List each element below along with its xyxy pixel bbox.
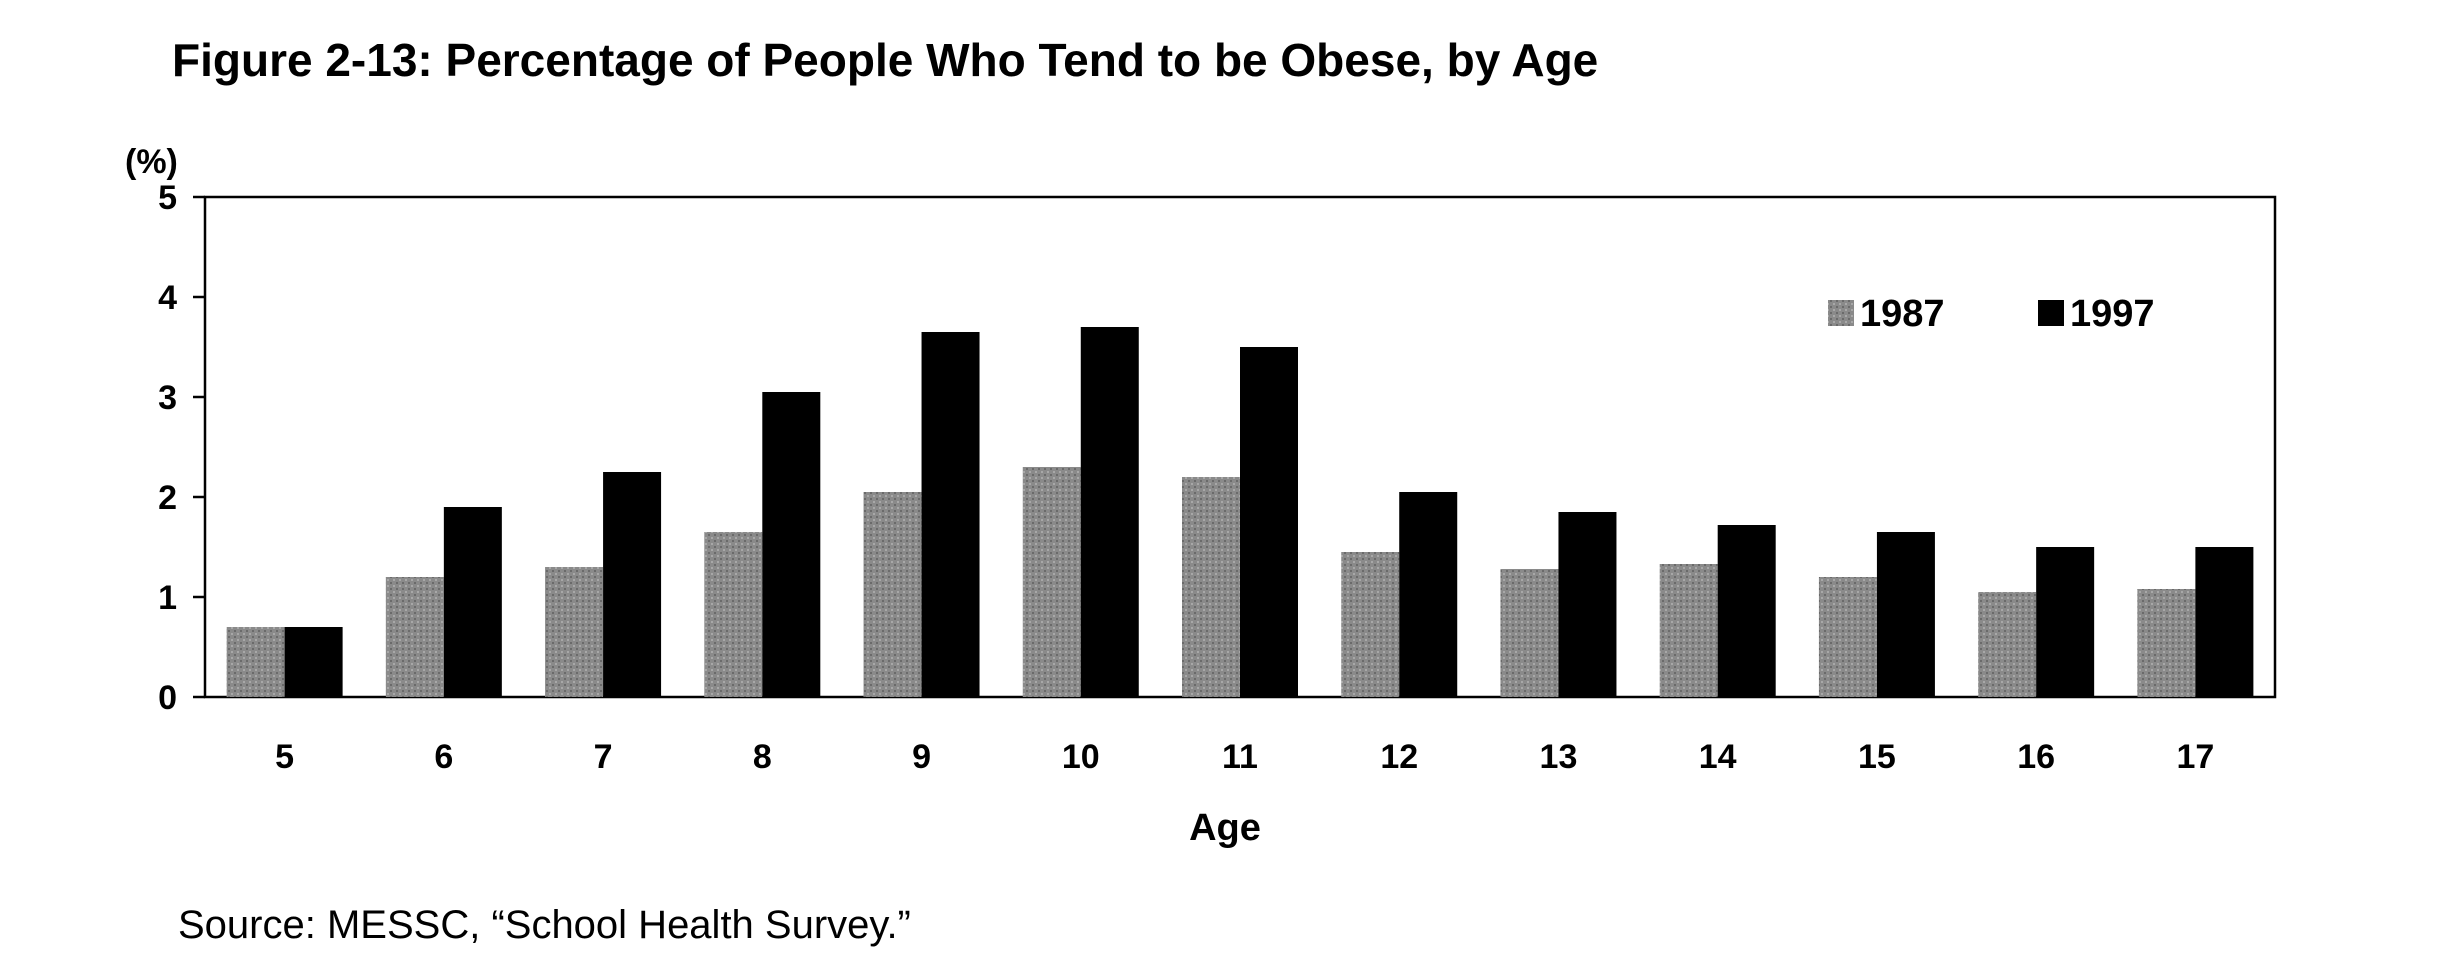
bar-1987-age-11	[1182, 477, 1240, 697]
y-tick-label: 1	[158, 579, 177, 617]
x-tick-label: 9	[912, 738, 931, 776]
bar-1997-age-13	[1558, 512, 1617, 697]
x-axis: 5 6 7 8 9 10 11 12 13 14 15 16 17	[275, 738, 2214, 776]
bar-1997-age-6	[443, 507, 502, 697]
bar-1997-age-17	[2195, 547, 2254, 697]
x-tick-label: 14	[1699, 738, 1737, 776]
bar-1997-age-7	[603, 472, 662, 697]
y-tick-label: 4	[158, 279, 177, 317]
chart-title: Figure 2-13: Percentage of People Who Te…	[172, 34, 1598, 86]
bar-1997-age-15	[1876, 532, 1935, 697]
bar-1987-age-8	[704, 532, 763, 697]
bar-1987-age-14	[1659, 564, 1718, 697]
x-tick-label: 15	[1858, 738, 1896, 776]
legend-swatch-1987	[1828, 300, 1854, 326]
y-tick-label: 2	[158, 479, 177, 517]
x-tick-label: 10	[1062, 738, 1100, 776]
x-tick-label: 6	[434, 738, 453, 776]
legend-label-1997: 1997	[2070, 293, 2155, 335]
bar-1997-age-14	[1717, 525, 1776, 697]
y-tick-label: 5	[158, 179, 177, 217]
bar-1997-age-10	[1080, 327, 1139, 697]
x-tick-label: 7	[594, 738, 613, 776]
bar-1987-age-15	[1818, 577, 1877, 697]
bar-1987-age-7	[545, 567, 604, 697]
x-tick-label: 11	[1222, 738, 1258, 776]
bar-1987-age-6	[385, 577, 444, 697]
bar-1987-age-9	[863, 492, 922, 697]
x-axis-title: Age	[1189, 807, 1261, 849]
legend: 1987 1997	[1828, 293, 2155, 335]
bar-1997-age-16	[2036, 547, 2095, 697]
x-tick-label: 12	[1380, 738, 1418, 776]
bar-1987-age-5	[226, 627, 285, 697]
bar-1987-age-17	[2137, 589, 2196, 697]
y-tick-label: 3	[158, 379, 177, 417]
legend-label-1987: 1987	[1860, 293, 1945, 335]
bar-1987-age-12	[1341, 552, 1400, 697]
legend-swatch-1997	[2038, 300, 2064, 326]
bar-1997-age-11	[1240, 347, 1298, 697]
bar-1997-age-8	[762, 392, 821, 697]
bars-group	[226, 327, 2254, 697]
x-tick-label: 8	[753, 738, 772, 776]
y-tick-label: 0	[158, 679, 177, 717]
x-tick-label: 16	[2017, 738, 2055, 776]
bar-1987-age-16	[1978, 592, 2037, 697]
y-axis-unit-label: (%)	[125, 143, 178, 181]
x-tick-label: 17	[2176, 738, 2214, 776]
bar-1997-age-9	[921, 332, 980, 697]
y-axis: 0 1 2 3 4 5	[158, 179, 205, 717]
bar-1987-age-10	[1022, 467, 1081, 697]
x-tick-label: 13	[1540, 738, 1578, 776]
x-tick-label: 5	[275, 738, 294, 776]
bar-1987-age-13	[1500, 569, 1559, 697]
bar-1997-age-5	[284, 627, 343, 697]
bar-1997-age-12	[1399, 492, 1458, 697]
source-note: Source: MESSC, “School Health Survey.”	[178, 903, 911, 947]
